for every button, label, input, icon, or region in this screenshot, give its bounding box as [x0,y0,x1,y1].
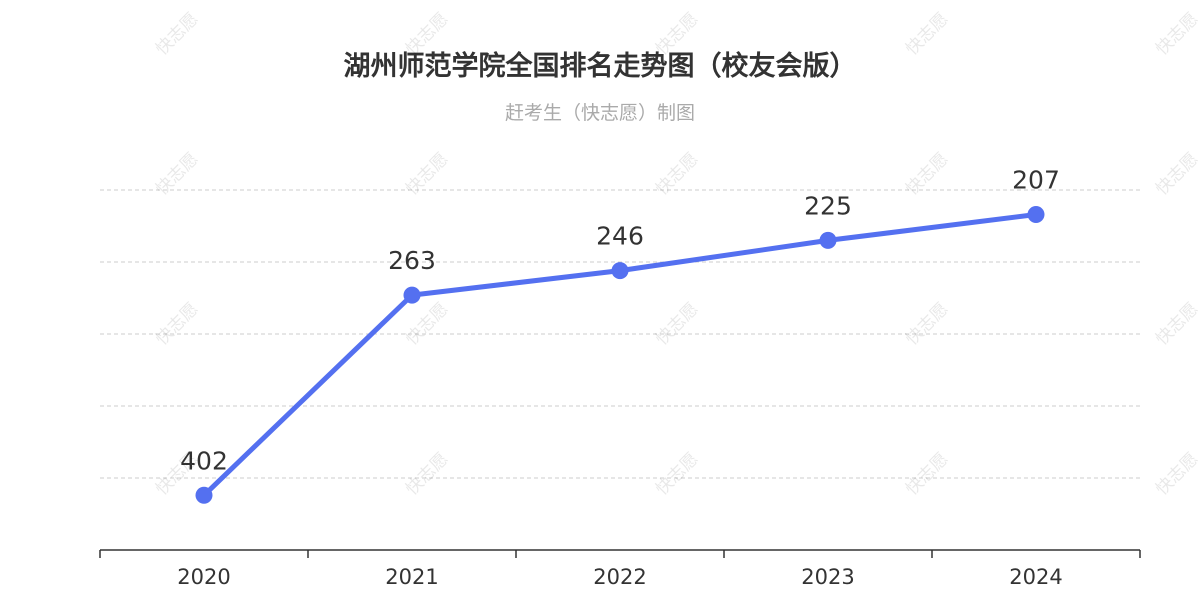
data-label: 207 [1012,165,1060,194]
chart-subtitle: 赶考生（快志愿）制图 [504,102,695,124]
data-label: 263 [388,246,436,275]
series-line [201,211,1039,498]
data-label: 246 [596,222,644,251]
x-tick-label: 2023 [801,565,854,589]
data-labels: 402 263 246 225 207 [180,165,1060,475]
x-tick-label: 2020 [177,565,230,589]
data-point [403,286,421,304]
data-label: 402 [180,446,228,475]
x-tick-label: 2024 [1009,565,1062,589]
data-point [1027,205,1045,223]
data-point [611,262,629,280]
data-label: 225 [804,191,852,220]
series-line-group [195,205,1045,504]
data-point [195,486,213,504]
chart-title: 湖州师范学院全国排名走势图（校友会版） [343,51,857,82]
x-tick-label: 2022 [593,565,646,589]
data-point [819,231,837,249]
x-axis: 2020 2021 2022 2023 2024 [99,549,1141,589]
grid-lines [100,189,1140,479]
x-tick-label: 2021 [385,565,438,589]
